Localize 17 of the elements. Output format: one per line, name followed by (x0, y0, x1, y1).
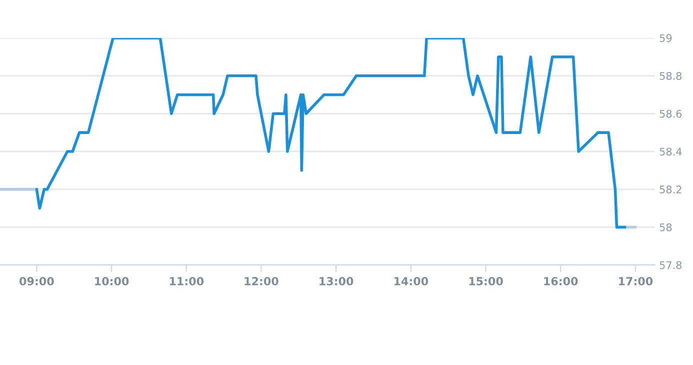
y-tick-label: 57.8 (660, 261, 682, 270)
x-tick-label: 14:00 (394, 276, 428, 286)
x-tick-label: 09:00 (20, 276, 54, 286)
line-series (35, 38, 626, 229)
y-tick-label: 58.4 (660, 148, 682, 156)
x-tick-label: 17:00 (618, 276, 653, 286)
x-tick-label: 15:00 (469, 276, 503, 286)
x-tick-label: 16:00 (544, 276, 578, 286)
y-tick-label: 58.2 (660, 186, 682, 194)
y-tick-label: 58.8 (660, 72, 682, 80)
y-tick-label: 59 (660, 34, 672, 42)
y-tick-label: 58 (660, 223, 672, 232)
y-tick-label: 58.6 (660, 110, 682, 118)
x-tick-label: 13:00 (320, 276, 354, 286)
x-tick-label: 10:00 (95, 276, 129, 286)
x-tick-label: 11:00 (170, 276, 204, 286)
x-tick-label: 12:00 (244, 276, 278, 286)
